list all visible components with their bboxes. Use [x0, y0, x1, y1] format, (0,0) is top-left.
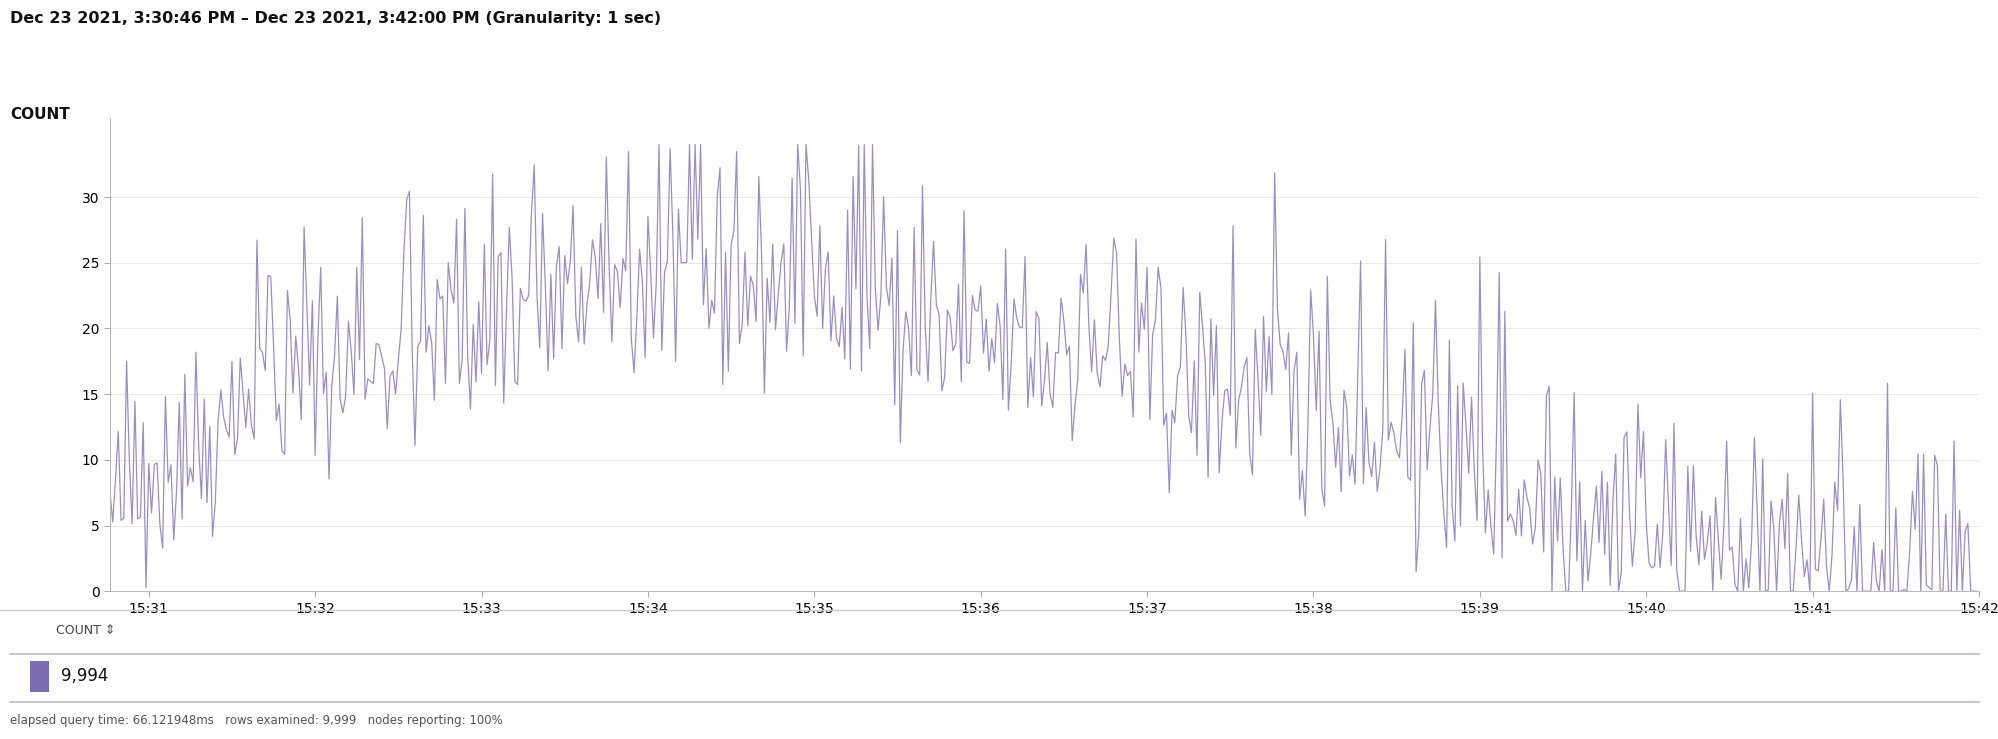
- Text: 9,994: 9,994: [62, 667, 108, 685]
- FancyBboxPatch shape: [30, 661, 50, 692]
- Text: COUNT: COUNT: [10, 107, 70, 122]
- Text: COUNT ⇕: COUNT ⇕: [56, 624, 116, 638]
- Text: elapsed query time: 66.121948ms   rows examined: 9,999   nodes reporting: 100%: elapsed query time: 66.121948ms rows exa…: [10, 714, 501, 727]
- Text: Dec 23 2021, 3:30:46 PM – Dec 23 2021, 3:42:00 PM (Granularity: 1 sec): Dec 23 2021, 3:30:46 PM – Dec 23 2021, 3…: [10, 11, 661, 26]
